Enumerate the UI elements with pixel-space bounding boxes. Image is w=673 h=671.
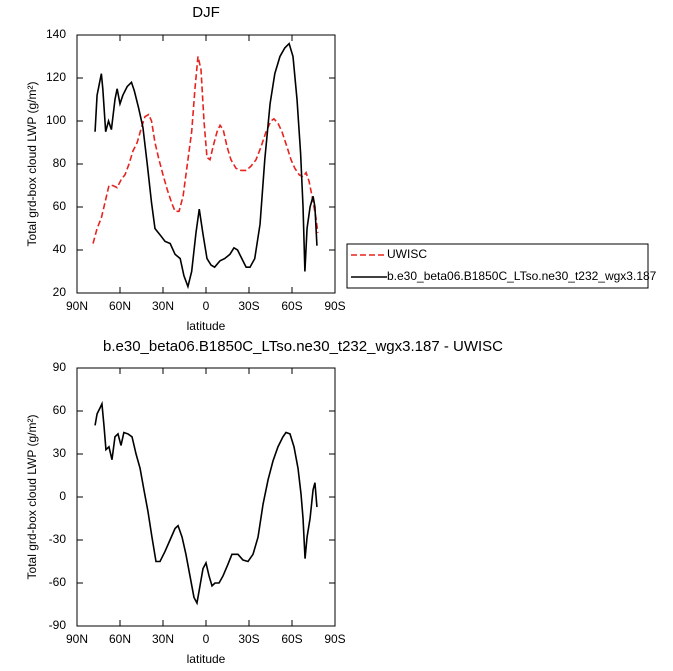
x-tick-label: 60S	[281, 632, 302, 646]
y-tick-label: 60	[53, 403, 67, 417]
y-axis-label: Total grd-box cloud LWP (g/m²)	[25, 415, 39, 580]
y-tick-label: 60	[53, 199, 67, 213]
x-tick-label: 60S	[281, 299, 302, 313]
y-tick-label: -60	[49, 575, 67, 589]
x-tick-label: 90N	[66, 299, 88, 313]
y-tick-label: 40	[53, 242, 67, 256]
y-tick-label: 100	[46, 113, 66, 127]
y-tick-label: 0	[59, 489, 66, 503]
y-tick-label: 120	[46, 70, 66, 84]
x-tick-label: 30S	[238, 299, 259, 313]
legend-label: UWISC	[387, 247, 427, 261]
x-tick-label: 90S	[324, 632, 345, 646]
x-tick-label: 0	[203, 299, 210, 313]
y-tick-label: -90	[49, 618, 67, 632]
legend: UWISC b.e30_beta06.B1850C_LTso.ne30_t232_…	[346, 243, 657, 289]
x-axis-label: latitude	[187, 319, 226, 333]
data-line	[94, 400, 318, 606]
chart-title: b.e30_beta06.B1850C_LTso.ne30_t232_wgx3.…	[103, 338, 503, 355]
chart-title: DJF	[192, 4, 220, 21]
y-tick-label: 90	[53, 360, 67, 374]
y-tick-label: 80	[53, 156, 67, 170]
y-tick-label: -30	[49, 532, 67, 546]
data-line	[94, 42, 318, 290]
x-tick-label: 30S	[238, 632, 259, 646]
x-tick-label: 60N	[109, 299, 131, 313]
panel: DJF 90N 60N 30N 0 30S 60S 90S 20 40 60 80 100 120 140 l…	[25, 4, 656, 333]
legend-box	[346, 243, 649, 289]
x-tick-label: 0	[203, 632, 210, 646]
x-tick-label: 30N	[152, 299, 174, 313]
x-tick-label: 90S	[324, 299, 345, 313]
y-axis-label: Total grd-box cloud LWP (g/m²)	[25, 82, 39, 247]
y-tick-label: 30	[53, 446, 67, 460]
y-tick-label: 20	[53, 285, 67, 299]
data-line	[92, 56, 319, 244]
x-tick-label: 60N	[109, 632, 131, 646]
y-tick-label: 140	[46, 27, 66, 41]
x-axis-label: latitude	[187, 652, 226, 666]
legend-label: b.e30_beta06.B1850C_LTso.ne30_t232_wgx3.…	[387, 269, 657, 283]
x-tick-label: 90N	[66, 632, 88, 646]
x-tick-label: 30N	[152, 632, 174, 646]
plot-frame	[76, 367, 336, 627]
panel: b.e30_beta06.B1850C_LTso.ne30_t232_wgx3.…	[25, 338, 503, 666]
